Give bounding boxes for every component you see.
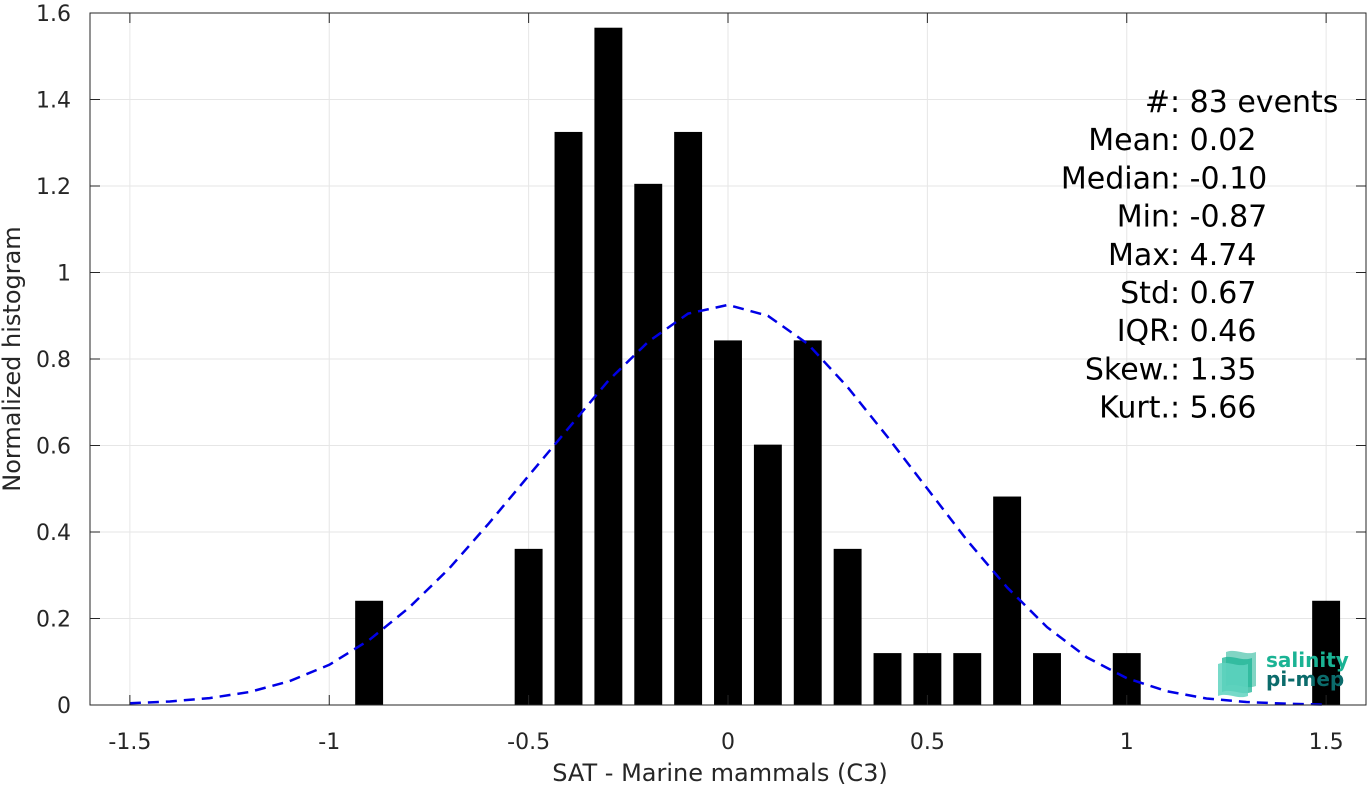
y-tick-label-7: 1.4	[36, 89, 71, 114]
stat-value-2: : -0.10	[1170, 161, 1267, 196]
stat-value-8: : 5.66	[1170, 391, 1256, 426]
x-tick-label-4: 0.5	[910, 730, 945, 755]
x-tick-label-2: -0.5	[507, 730, 550, 755]
waves-icon	[1218, 650, 1256, 698]
x-tick-label-6: 1.5	[1309, 730, 1344, 755]
tick-labels: -1.5 -1 -0.5 0 0.5 1 1.5 0 0.2 0.4 0.6 0.8 1 1.2 1.4 1.…	[36, 2, 1344, 755]
stat-label-1: Mean	[1088, 123, 1170, 158]
bar-1	[514, 548, 543, 705]
y-tick-label-0: 0	[57, 694, 71, 719]
bar-10	[873, 653, 902, 705]
stat-label-7: Skew.	[1085, 352, 1170, 387]
stat-label-2: Median	[1061, 161, 1170, 196]
bar-9	[833, 548, 862, 705]
logo-text-pi-mep: pi-mep	[1266, 667, 1344, 691]
bar-3	[594, 27, 623, 705]
bar-7	[753, 444, 782, 705]
x-tick-label-5: 1	[1120, 730, 1134, 755]
bar-16	[1312, 600, 1341, 705]
stat-label-0: #	[1145, 85, 1170, 120]
stat-value-1: : 0.02	[1170, 123, 1256, 158]
bar-14	[1033, 653, 1061, 705]
y-tick-label-5: 1	[57, 262, 71, 287]
y-axis-title: Normalized histogram	[0, 226, 26, 491]
stat-value-4: : 4.74	[1170, 238, 1256, 273]
stat-value-7: : 1.35	[1170, 352, 1256, 387]
y-tick-label-2: 0.4	[36, 521, 71, 546]
y-tick-label-4: 0.8	[36, 348, 71, 373]
logo-text-salinity: salinity	[1266, 648, 1349, 672]
bar-6	[714, 340, 742, 705]
stat-value-5: : 0.67	[1170, 276, 1256, 311]
stat-label-8: Kurt.	[1099, 391, 1170, 426]
fit-curve-layer	[129, 303, 1327, 706]
bar-4	[634, 183, 663, 705]
stat-value-6: : 0.46	[1170, 314, 1256, 349]
x-tick-label-3: 0	[721, 730, 735, 755]
y-tick-label-1: 0.2	[36, 608, 71, 633]
axes	[89, 12, 1367, 706]
stat-label-5: Std	[1120, 276, 1170, 311]
bar-0	[355, 600, 384, 705]
y-tick-label-8: 1.6	[36, 2, 71, 27]
grid	[90, 12, 1366, 706]
stat-label-3: Min	[1117, 200, 1170, 235]
bar-5	[674, 131, 703, 705]
y-tick-label-6: 1.2	[36, 175, 71, 200]
logo: salinity pi-mep	[1218, 648, 1349, 698]
stat-label-4: Max	[1108, 238, 1170, 273]
x-tick-label-1: -1	[318, 730, 340, 755]
bars	[355, 27, 1341, 705]
x-tick-label-0: -1.5	[108, 730, 151, 755]
gaussian-fit-curve	[129, 303, 1327, 706]
bar-2	[554, 131, 583, 705]
stat-value-0: : 83 events	[1170, 85, 1338, 120]
bar-13	[993, 496, 1022, 705]
y-tick-label-3: 0.6	[36, 435, 71, 460]
bar-8	[793, 340, 822, 705]
bar-12	[953, 653, 982, 705]
x-axis-title: SAT - Marine mammals (C3)	[552, 759, 887, 785]
stat-value-3: : -0.87	[1170, 200, 1267, 235]
stat-label-6: IQR	[1117, 314, 1170, 349]
